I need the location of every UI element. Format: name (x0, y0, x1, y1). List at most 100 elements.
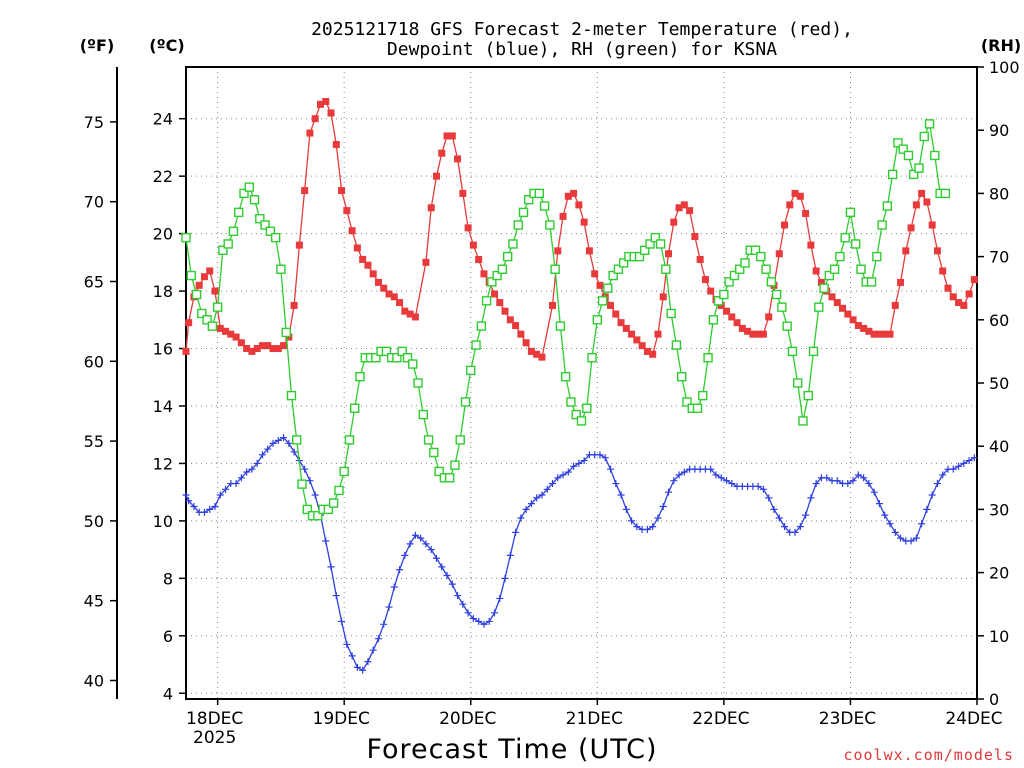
rh-point (808, 346, 819, 357)
fahrenheit-tick-label: 45 (84, 592, 104, 611)
temperature-point (765, 313, 773, 321)
rh-point (429, 447, 439, 458)
temperature-point (839, 304, 847, 312)
rh-point (898, 144, 908, 154)
rh-tick-label: 20 (989, 564, 1009, 583)
rh-point (555, 321, 566, 331)
temperature-point (353, 244, 361, 252)
dewpoint-point (965, 457, 973, 465)
dewpoint-point (612, 480, 620, 488)
temperature-point (622, 324, 630, 332)
temperature-point (459, 189, 467, 197)
temperature-point (791, 189, 799, 197)
temperature-point (359, 255, 367, 263)
dewpoint-point (717, 474, 725, 482)
rh-point (618, 258, 629, 268)
celsius-tick-label: 8 (163, 569, 173, 588)
rh-point (202, 315, 212, 325)
rh-point (455, 435, 465, 445)
dewpoint-point (480, 620, 488, 628)
dewpoint-point (897, 534, 905, 542)
dewpoint-point (243, 468, 251, 476)
temperature-point (501, 307, 509, 315)
dewpoint-point (781, 523, 789, 531)
temperature-point (944, 284, 952, 292)
rh-point (903, 150, 914, 161)
temperature-point (707, 287, 715, 295)
dewpoint-point (802, 511, 810, 519)
rh-point (191, 289, 202, 300)
temperature-point (912, 201, 920, 209)
rh-point (281, 327, 291, 338)
temperature-point (396, 299, 404, 307)
rh-point (655, 239, 666, 249)
rh-point (882, 201, 893, 211)
temperature-point (585, 247, 593, 255)
dewpoint-point (870, 488, 878, 496)
dewpoint-point (849, 477, 857, 485)
rh-point (207, 321, 218, 331)
rh-point (576, 416, 587, 426)
temperature-point (844, 310, 852, 318)
dewpoint-point (643, 526, 651, 534)
temperature-point (891, 301, 899, 309)
dewpoint-point (823, 474, 831, 482)
rh-point (740, 258, 750, 268)
temperature-point (923, 198, 931, 206)
temperature-point (670, 218, 678, 226)
rh-point (381, 346, 392, 357)
temperature-point (237, 339, 245, 347)
dewpoint-point (939, 471, 947, 479)
dewpoint-point (427, 546, 435, 554)
celsius-tick-label: 10 (153, 512, 173, 531)
rh-point (729, 270, 740, 281)
rh-point (676, 371, 687, 382)
dewpoint-point (601, 454, 609, 462)
temperature-point (301, 187, 309, 195)
dewpoint-point (865, 480, 873, 488)
dewpoint-point (659, 503, 667, 511)
temperature-point (206, 267, 214, 275)
rh-point (371, 353, 381, 363)
rh-point (328, 498, 339, 508)
rh-point (397, 346, 407, 357)
celsius-tick-label: 20 (153, 225, 173, 244)
rh-point (756, 251, 766, 262)
temperature-point (886, 330, 894, 338)
rh-tick-label: 80 (989, 184, 1009, 203)
temperature-point (443, 132, 451, 140)
rh-point (434, 466, 444, 477)
temperature-point (723, 307, 731, 315)
temperature-point (939, 267, 947, 275)
temperature-point (401, 307, 409, 315)
temperature-point (607, 301, 615, 309)
temperature-point (564, 192, 572, 200)
rh-point (344, 435, 355, 445)
temperature-point (738, 324, 746, 332)
dewpoint-point (274, 436, 282, 444)
rh-point (223, 239, 233, 249)
temperature-point (860, 324, 868, 332)
temperature-point (696, 255, 704, 263)
dewpoint-point (812, 480, 820, 488)
dewpoint-point (955, 462, 963, 470)
dewpoint-point (454, 592, 462, 600)
dewpoint-point (443, 571, 451, 579)
fahrenheit-tick-label: 50 (84, 512, 104, 531)
dewpoint-point (264, 445, 272, 453)
dewpoint-point (285, 439, 293, 447)
chart-title-line1: 2025121718 GFS Forecast 2-meter Temperat… (311, 19, 853, 40)
dewpoint-point (728, 480, 736, 488)
rh-point (508, 239, 518, 249)
dewpoint-point (269, 439, 277, 447)
rh-point (339, 466, 349, 477)
temperature-point (749, 330, 757, 338)
rh-point (661, 264, 671, 274)
dewpoint-point (327, 563, 335, 571)
dewpoint-point (374, 635, 382, 643)
temperature-point (881, 330, 889, 338)
rh-point (835, 251, 845, 262)
dewpoint-point (401, 551, 409, 559)
dewpoint-point (332, 592, 340, 600)
temperature-point (870, 330, 878, 338)
